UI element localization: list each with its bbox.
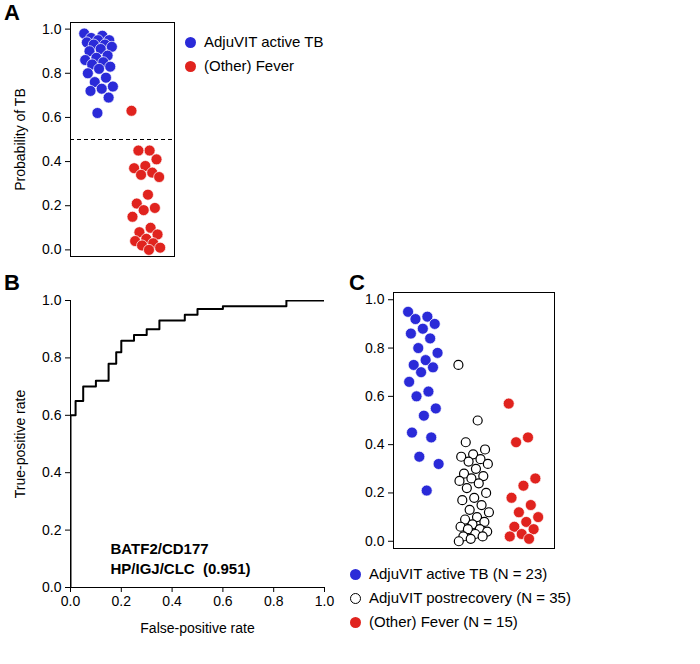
- svg-text:0.6: 0.6: [42, 109, 62, 125]
- svg-text:0.8: 0.8: [42, 65, 62, 81]
- html-text:A: A: [4, 0, 20, 25]
- svg-text:0.2: 0.2: [42, 197, 62, 213]
- svg-text:True-positive rate: True-positive rate: [12, 390, 28, 499]
- svg-text:1.0: 1.0: [42, 292, 62, 308]
- html-text:B: B: [4, 270, 20, 295]
- svg-text:0.8: 0.8: [42, 349, 62, 365]
- svg-text:0.6: 0.6: [213, 593, 233, 609]
- html-text:AdjuVIT active TB: AdjuVIT active TB: [204, 33, 324, 50]
- svg-text:0.4: 0.4: [42, 464, 62, 480]
- svg-text:0.8: 0.8: [365, 340, 385, 356]
- svg-text:1.0: 1.0: [315, 593, 335, 609]
- svg-text:0.2: 0.2: [42, 522, 62, 538]
- svg-text:0.0: 0.0: [42, 241, 62, 257]
- svg-text:0.4: 0.4: [162, 593, 182, 609]
- html-text:AdjuVIT active TB (N = 23): AdjuVIT active TB (N = 23): [369, 565, 548, 582]
- svg-text:False-positive rate: False-positive rate: [140, 620, 255, 636]
- svg-text:0.0: 0.0: [365, 533, 385, 549]
- svg-text:0.0: 0.0: [61, 593, 81, 609]
- html-text:(Other) Fever (N = 15): (Other) Fever (N = 15): [369, 613, 518, 630]
- svg-text:0.0: 0.0: [42, 579, 62, 595]
- html-text:(Other) Fever: (Other) Fever: [204, 57, 294, 74]
- svg-text:0.6: 0.6: [365, 388, 385, 404]
- html-text:AdjuVIT postrecovery (N = 35): AdjuVIT postrecovery (N = 35): [369, 589, 571, 606]
- svg-text:0.8: 0.8: [264, 593, 284, 609]
- svg-text:0.4: 0.4: [42, 153, 62, 169]
- svg-text:BATF2/CD177HP/IGJ/CLC (0.951): BATF2/CD177HP/IGJ/CLC (0.951): [111, 540, 251, 577]
- svg-text:0.4: 0.4: [365, 436, 385, 452]
- svg-text:Probability of TB: Probability of TB: [12, 88, 28, 190]
- svg-text:0.6: 0.6: [42, 407, 62, 423]
- svg-text:1.0: 1.0: [42, 21, 62, 37]
- svg-text:0.2: 0.2: [112, 593, 132, 609]
- svg-text:0.2: 0.2: [365, 484, 385, 500]
- html-text:C: C: [349, 270, 365, 295]
- svg-text:1.0: 1.0: [365, 291, 385, 307]
